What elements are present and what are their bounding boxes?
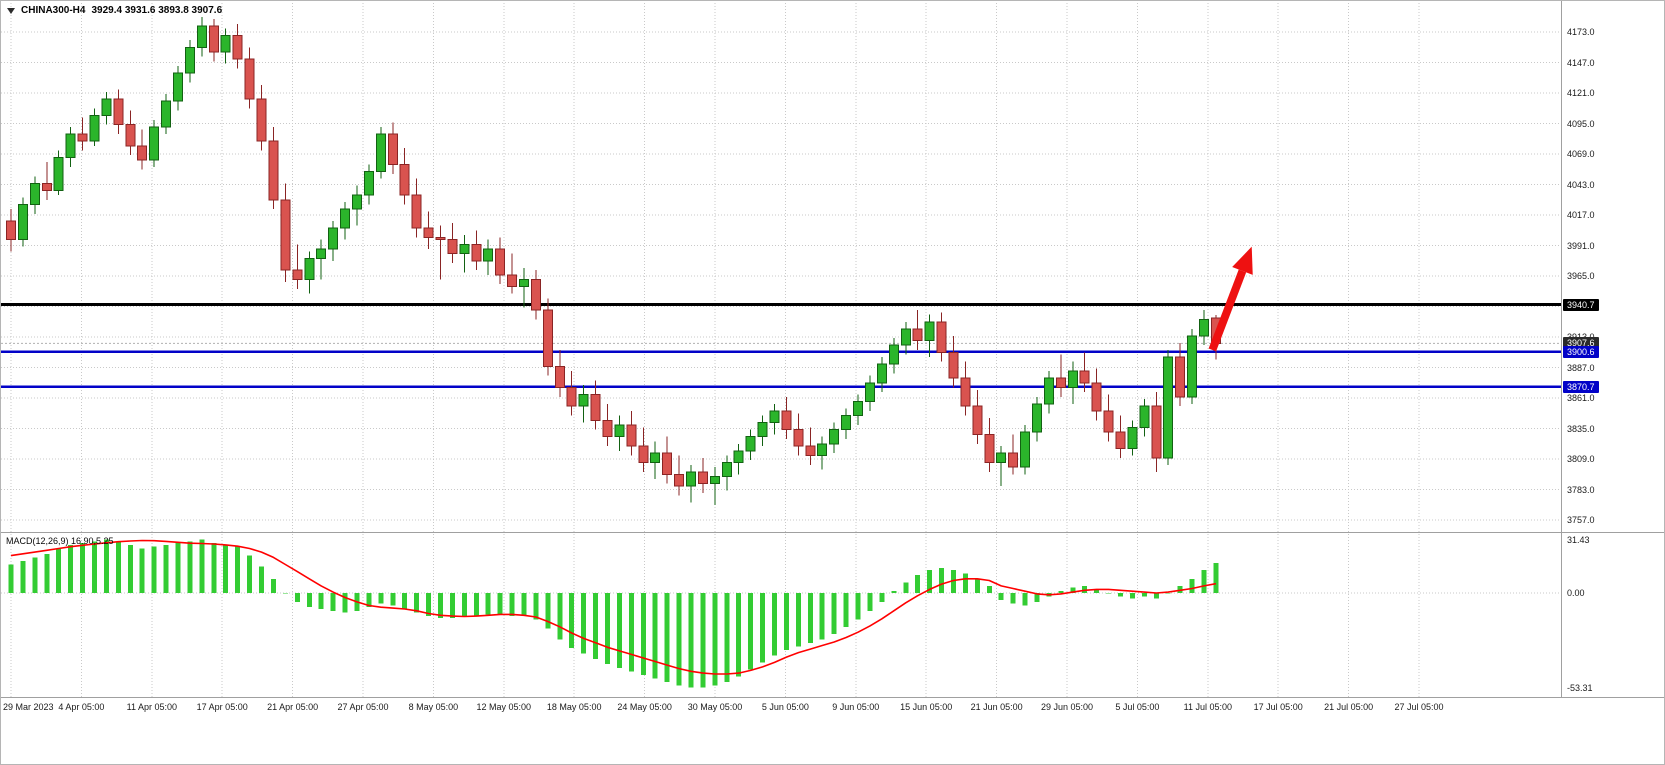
macd-histogram <box>8 539 1219 688</box>
symbol-timeframe-label: CHINA300-H4 <box>21 5 86 16</box>
ohlc-readout: 3929.4 3931.6 3893.8 3907.6 <box>91 5 223 16</box>
grid-layer <box>1 3 1561 697</box>
trend-arrow[interactable] <box>1208 246 1253 352</box>
macd-signal-line <box>10 539 1217 675</box>
chart-dropdown-icon[interactable] <box>7 7 15 14</box>
chart-header: CHINA300-H4 3929.4 3931.6 3893.8 3907.6 <box>7 5 222 16</box>
candles-layer <box>6 16 1221 505</box>
macd-indicator-label: MACD(12,26,9) 16.90,5.25 <box>6 536 114 546</box>
panel-separators <box>1 1 1664 698</box>
